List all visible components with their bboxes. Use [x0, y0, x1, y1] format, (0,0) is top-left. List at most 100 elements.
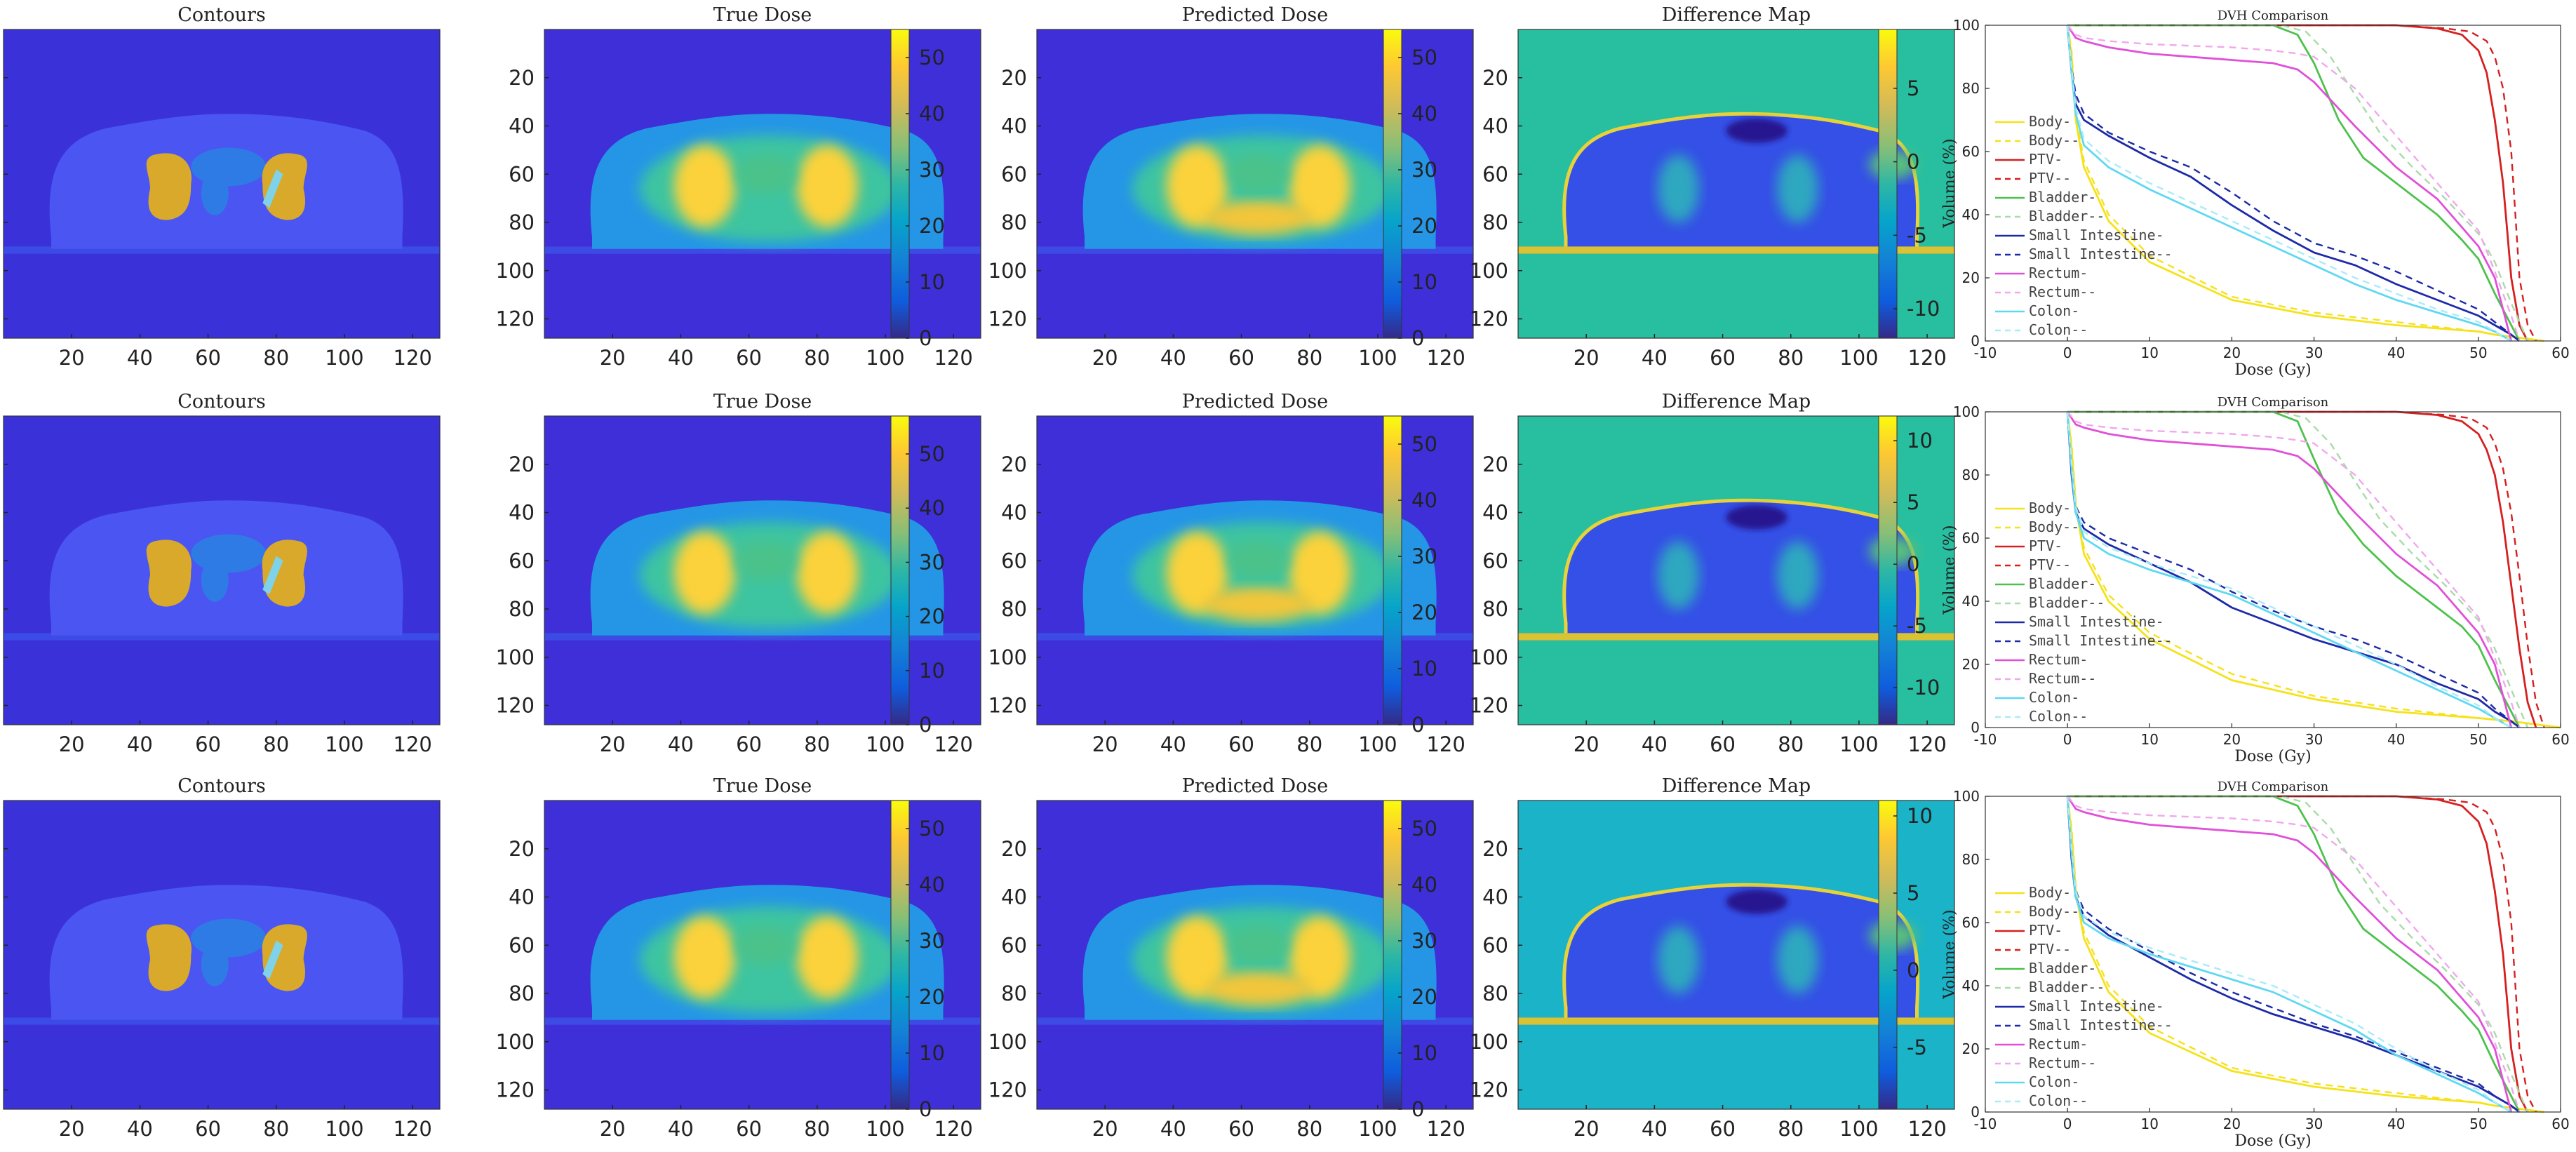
dvh-legend-label: Bladder-: [2029, 960, 2096, 977]
y-tick-label: 60: [509, 933, 535, 957]
dvh-line-rectum-dashed: [2067, 411, 2521, 728]
colorbar-tick-label: 30: [919, 550, 945, 574]
y-tick-label: 80: [1482, 210, 1508, 234]
colorbar-tick-label: 40: [919, 102, 945, 126]
dose-bridge: [1204, 201, 1313, 235]
dvh-y-tick-label: 0: [1971, 333, 1980, 349]
colorbar: [890, 29, 910, 339]
x-tick-label: 60: [195, 346, 221, 370]
colorbar-tick-label: 30: [919, 158, 945, 182]
colorbar-tick-label: 10: [1411, 657, 1437, 681]
colorbar-tick-label: 30: [919, 929, 945, 953]
dvh-y-tick-label: 40: [1962, 593, 1980, 610]
panel-title: Predicted Dose: [1182, 391, 1329, 413]
dvh-x-tick-label: 10: [2141, 1116, 2159, 1132]
dvh-legend-label: PTV-: [2029, 922, 2062, 939]
x-tick-label: 40: [127, 732, 153, 756]
dvh-y-tick-label: 20: [1962, 1040, 1980, 1057]
colorbar: [1878, 29, 1898, 339]
colorbar: [1878, 415, 1898, 725]
difference-table-line: [1518, 633, 1954, 641]
dvh-legend-label: Colon-: [2029, 1073, 2079, 1090]
dvh-y-tick-label: 80: [1962, 80, 1980, 97]
dose-center: [1228, 154, 1289, 194]
dvh-line-small-intestine-dashed: [2066, 796, 2521, 1113]
dvh-legend-label: PTV--: [2029, 941, 2071, 958]
dvh-legend-label: Small Intestine-: [2029, 613, 2164, 630]
dvh-frame: [1985, 796, 2561, 1113]
dvh-x-tick-label: 30: [2305, 1116, 2323, 1132]
x-tick-label: 40: [668, 346, 694, 370]
ptv-right-lobe: [262, 153, 307, 220]
table-strip: [544, 633, 981, 641]
panel-title: Predicted Dose: [1182, 4, 1329, 26]
colorbar-tick-label: 30: [1411, 158, 1437, 182]
ptv-edge-region: [262, 169, 283, 208]
dvh-y-tick-label: 20: [1962, 656, 1980, 673]
dvh-line-rectum-dashed: [2067, 25, 2521, 342]
dvh-legend-label: Bladder--: [2029, 208, 2105, 225]
dvh-x-tick-label: 0: [2063, 731, 2072, 748]
x-tick-label: 120: [393, 346, 431, 370]
ptv-left-lobe: [146, 924, 192, 991]
dvh-y-tick-label: 80: [1962, 851, 1980, 868]
dvh-y-tick-label: 0: [1971, 1104, 1980, 1120]
dvh-title: DVH Comparison: [2218, 395, 2329, 410]
y-tick-label: 20: [509, 66, 535, 90]
y-tick-label: 60: [1001, 162, 1027, 186]
dvh-ylabel: Volume (%): [1941, 138, 1959, 228]
colorbar: [1383, 415, 1402, 725]
dose-right-lobe: [796, 916, 859, 998]
dvh-line-small-intestine-solid: [2066, 796, 2521, 1113]
dvh-y-tick-label: 100: [1953, 403, 1980, 420]
colorbar-tick-label: 0: [1907, 958, 1919, 982]
dose-bridge: [1204, 587, 1313, 622]
colorbar-tick-label: 10: [919, 270, 945, 294]
dvh-legend-label: Bladder-: [2029, 575, 2096, 592]
colorbar-tick-label: 10: [1907, 429, 1933, 453]
panel-title: Contours: [177, 4, 266, 26]
dvh-legend-label: Rectum--: [2029, 670, 2096, 687]
y-tick-label: 40: [1482, 885, 1508, 909]
dvh-title: DVH Comparison: [2218, 779, 2329, 794]
y-tick-label: 60: [1482, 933, 1508, 957]
table-strip: [4, 1017, 440, 1025]
dvh-line-rectum-solid: [2066, 411, 2513, 728]
colorbar-tick-label: 40: [1411, 488, 1437, 512]
panel-contours-row3: Contours2040608010012020406080100120: [3, 775, 441, 1141]
dose-left-lobe: [673, 145, 736, 227]
dvh-y-tick-label: 100: [1953, 17, 1980, 34]
dvh-x-tick-label: 20: [2223, 1116, 2241, 1132]
panel-frame: [544, 29, 981, 339]
x-tick-label: 80: [1778, 1117, 1804, 1141]
difference-left-blob: [1658, 154, 1699, 222]
y-tick-label: 20: [1482, 66, 1508, 90]
y-tick-label: 80: [509, 597, 535, 621]
dose-bridge: [1204, 972, 1313, 1006]
y-tick-label: 20: [509, 837, 535, 861]
colorbar-tick-label: -10: [1907, 676, 1940, 699]
x-tick-label: 40: [1642, 1117, 1668, 1141]
colorbar-tick-label: 5: [1907, 76, 1919, 100]
y-tick-label: 100: [1470, 259, 1508, 283]
x-tick-label: 80: [1296, 732, 1322, 756]
colorbar-tick-label: -5: [1907, 614, 1927, 638]
x-tick-label: 100: [325, 346, 363, 370]
dose-right-lobe: [1289, 916, 1351, 998]
colorbar-tick-label: 20: [919, 605, 945, 629]
y-tick-label: 120: [496, 694, 535, 718]
x-tick-label: 120: [1426, 732, 1465, 756]
colorbar-tick-label: 30: [1411, 544, 1437, 568]
y-tick-label: 20: [1482, 453, 1508, 476]
x-tick-label: 60: [736, 1117, 762, 1141]
y-tick-label: 120: [1470, 1078, 1508, 1102]
y-tick-label: 40: [1482, 501, 1508, 525]
y-tick-label: 100: [1470, 1030, 1508, 1054]
colorbar-tick-label: 10: [919, 659, 945, 683]
dvh-line-colon-dashed: [2066, 411, 2512, 729]
x-tick-label: 60: [1710, 732, 1736, 756]
dvh-x-tick-label: 10: [2141, 731, 2159, 748]
x-tick-label: 100: [1839, 1117, 1878, 1141]
